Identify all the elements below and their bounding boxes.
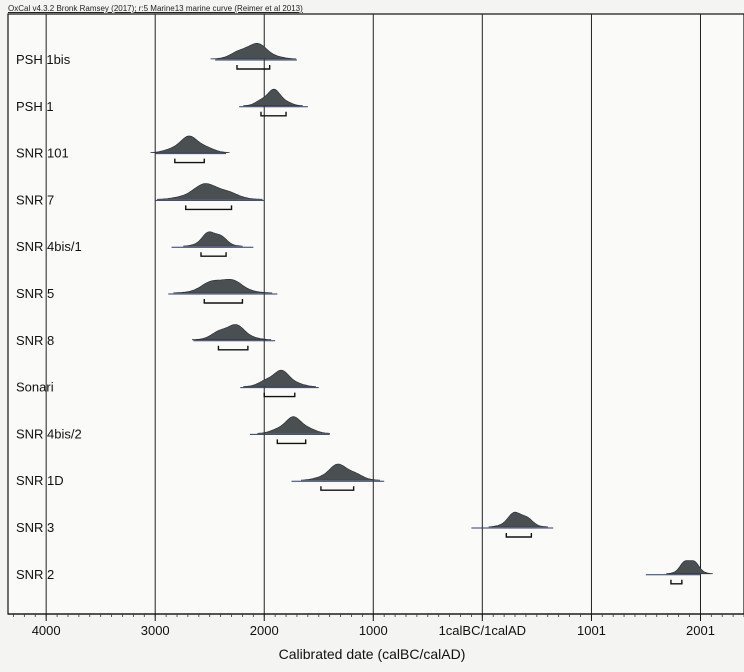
distribution-0 [210, 43, 297, 60]
sample-label-3: SNR 7 [16, 192, 54, 207]
sample-label-2: SNR 101 [16, 146, 69, 161]
distribution-10 [488, 511, 548, 528]
gridlines [45, 14, 701, 614]
distribution-7 [243, 369, 316, 387]
range-68-bracket-8 [276, 439, 307, 445]
x-axis-title: Calibrated date (calBC/calAD) [278, 646, 466, 662]
x-tick-label-1: 3000 [141, 623, 170, 638]
sample-label-7: Sonari [16, 380, 54, 395]
x-axis: 4000 3000 2000 1000 1calBC/1calAD 1001 2001 [8, 613, 744, 638]
sample-row-11: SNR 2 [16, 560, 713, 585]
range-68-bracket-4 [200, 252, 227, 257]
range-68-bracket-6 [217, 345, 249, 351]
range-68-bracket-3 [185, 205, 233, 211]
range-68-bracket-5 [203, 299, 244, 304]
range-68-bracket-1 [260, 111, 287, 117]
sample-label-8: SNR 4bis/2 [16, 426, 82, 441]
chart-header: OxCal v4.3.2 Bronk Ramsey (2017); r:5 Ma… [8, 4, 303, 13]
range-68-bracket-0 [236, 65, 271, 70]
sample-label-6: SNR 8 [16, 333, 54, 348]
x-tick-label-2: 2000 [250, 623, 279, 638]
range-68-bracket-9 [320, 486, 355, 491]
sample-rows: PSH 1bis PSH 1 SNR 101 SNR 7 SNR 4bis/1 SNR 5… [16, 43, 713, 585]
range-68-bracket-11 [670, 579, 683, 585]
sample-row-5: SNR 5 [16, 279, 278, 304]
x-tick-label-0: 4000 [32, 623, 61, 638]
sample-row-4: SNR 4bis/1 [16, 231, 254, 257]
sample-label-5: SNR 5 [16, 286, 54, 301]
distribution-6 [192, 324, 272, 341]
distribution-8 [257, 416, 330, 434]
range-68-bracket-2 [174, 158, 205, 164]
sample-row-2: SNR 101 [16, 135, 230, 164]
distribution-2 [150, 135, 230, 153]
distribution-5 [173, 279, 273, 294]
sample-label-1: PSH 1 [16, 99, 54, 114]
sample-label-4: SNR 4bis/1 [16, 239, 82, 254]
sample-row-9: SNR 1D [16, 463, 385, 491]
distribution-1 [243, 88, 303, 107]
x-tick-label-3: 1000 [359, 623, 388, 638]
x-tick-label-5: 1001 [577, 623, 606, 638]
sample-row-8: SNR 4bis/2 [16, 416, 330, 445]
range-68-bracket-10 [505, 533, 533, 538]
sample-label-0: PSH 1bis [16, 52, 71, 67]
sample-row-0: PSH 1bis [16, 43, 297, 70]
sample-label-10: SNR 3 [16, 520, 54, 535]
distribution-11 [666, 560, 713, 575]
sample-label-9: SNR 1D [16, 473, 64, 488]
sample-label-11: SNR 2 [16, 567, 54, 582]
range-68-bracket-7 [263, 392, 296, 398]
sample-row-3: SNR 7 [16, 183, 265, 211]
sample-row-7: Sonari [16, 369, 319, 398]
plot-frame [7, 13, 744, 615]
sample-row-10: SNR 3 [16, 511, 554, 538]
x-tick-label-4: 1calBC/1calAD [439, 623, 526, 638]
distribution-3 [157, 183, 263, 200]
sample-row-6: SNR 8 [16, 324, 276, 351]
distribution-9 [301, 463, 381, 481]
distribution-4 [183, 231, 243, 247]
x-tick-label-6: 2001 [686, 623, 715, 638]
sample-row-1: PSH 1 [16, 88, 308, 117]
